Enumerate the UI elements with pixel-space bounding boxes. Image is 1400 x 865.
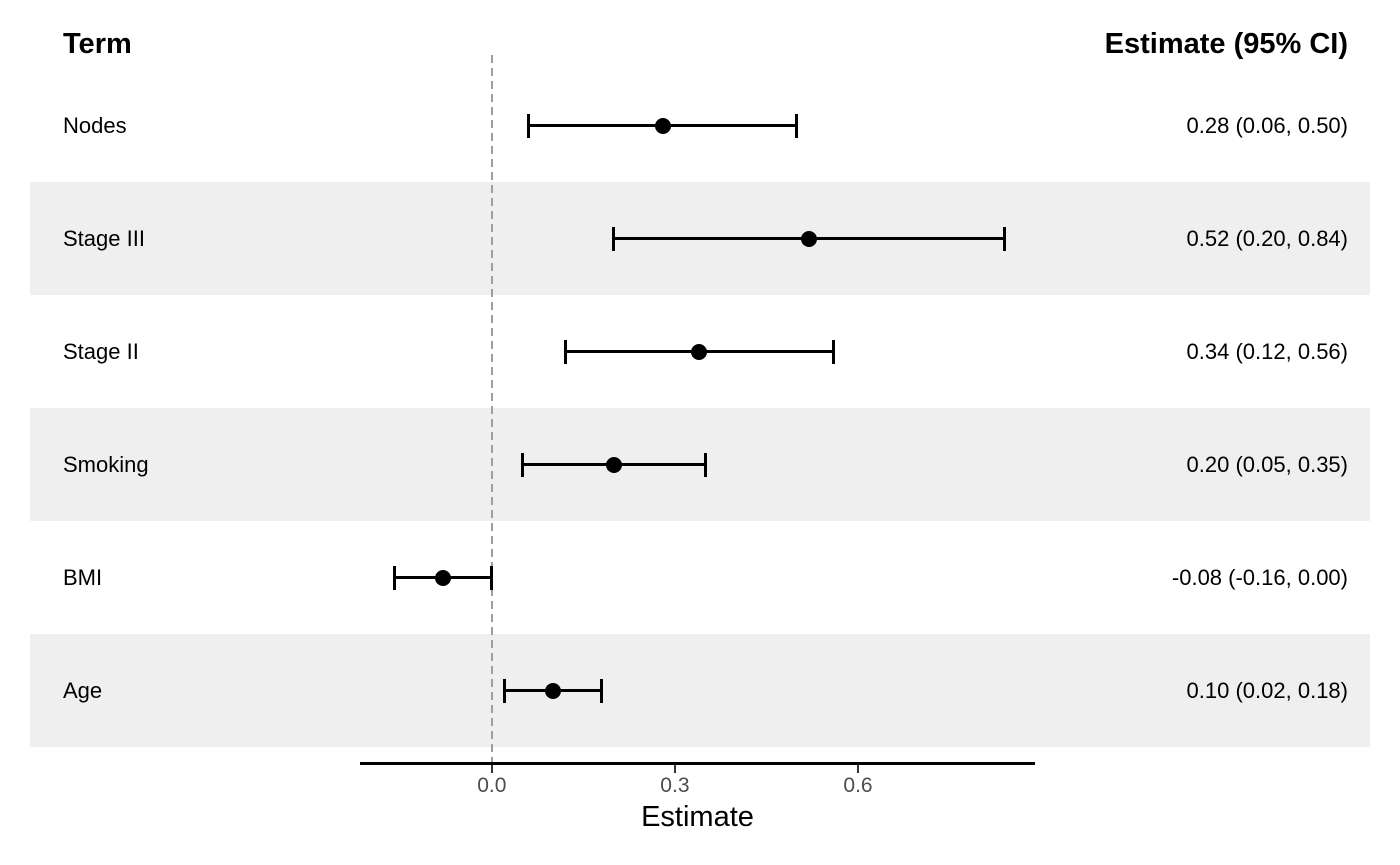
ci-cap-left — [520, 452, 524, 477]
term-label: Stage III — [63, 225, 145, 251]
estimate-column-header: Estimate (95% CI) — [1104, 28, 1348, 60]
ci-cap-left — [526, 113, 530, 138]
estimate-ci-label: 0.20 (0.05, 0.35) — [1186, 451, 1348, 477]
estimate-point — [654, 117, 671, 134]
term-label: BMI — [63, 564, 103, 590]
x-axis-title: Estimate — [641, 801, 754, 833]
x-tick-label: 0.0 — [477, 774, 507, 797]
x-tick — [857, 765, 859, 773]
ci-cap-left — [502, 678, 506, 703]
zero-reference-line — [490, 55, 493, 763]
ci-cap-left — [392, 565, 396, 590]
estimate-point — [435, 569, 451, 586]
estimate-ci-label: -0.08 (-0.16, 0.00) — [1171, 564, 1348, 590]
x-tick — [673, 765, 676, 773]
ci-cap-right — [832, 339, 836, 364]
x-tick-label: 0.6 — [843, 774, 873, 797]
ci-cap-right — [600, 678, 604, 703]
row-stripe — [30, 521, 1370, 634]
estimate-point — [544, 682, 561, 699]
x-tick-label: 0.3 — [660, 774, 690, 797]
estimate-point — [691, 343, 708, 360]
estimate-ci-label: 0.10 (0.02, 0.18) — [1186, 677, 1348, 703]
estimate-ci-label: 0.28 (0.06, 0.50) — [1186, 112, 1348, 138]
ci-cap-right — [795, 113, 799, 138]
ci-cap-right — [1002, 226, 1006, 251]
estimate-ci-label: 0.52 (0.20, 0.84) — [1186, 225, 1348, 251]
term-label: Smoking — [63, 451, 149, 477]
term-column-header: Term — [63, 28, 132, 60]
term-label: Stage II — [63, 338, 139, 364]
estimate-ci-label: 0.34 (0.12, 0.56) — [1186, 338, 1348, 364]
x-axis-line — [360, 762, 1035, 765]
ci-cap-left — [612, 226, 616, 251]
term-label: Nodes — [63, 112, 127, 138]
ci-cap-left — [563, 339, 567, 364]
x-tick — [490, 765, 493, 773]
term-label: Age — [63, 677, 103, 703]
row-stripe — [30, 634, 1370, 747]
estimate-point — [605, 456, 622, 473]
ci-cap-right — [703, 452, 707, 477]
ci-cap-right — [490, 565, 494, 590]
estimate-point — [801, 230, 818, 247]
